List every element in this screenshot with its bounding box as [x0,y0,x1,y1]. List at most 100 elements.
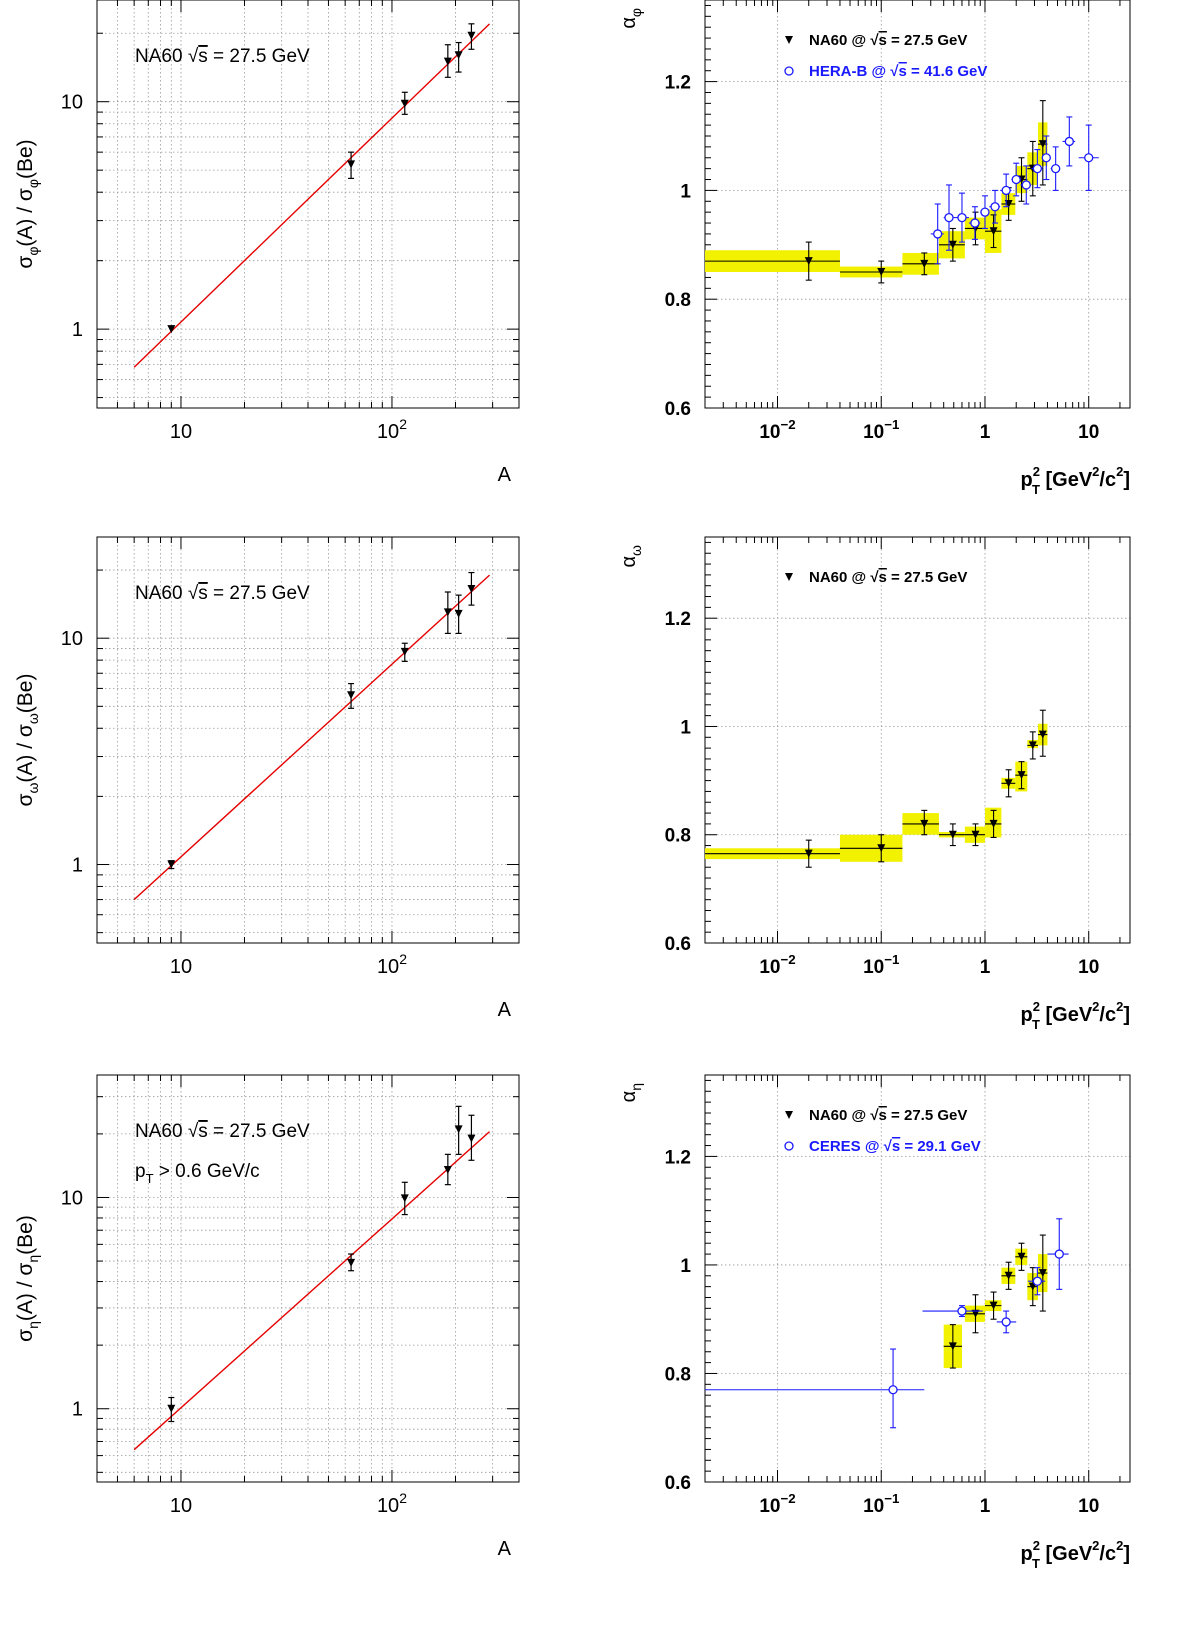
y-tick-label: 1 [72,1399,83,1421]
y-label-sub: φ [628,8,644,17]
data-point-HERA-B [1084,153,1094,163]
data-point-NA60 [989,227,998,236]
x-axis-label: A [498,999,512,1021]
data-point-NA60 [1017,771,1026,780]
x-label-part: [GeV [1040,469,1093,491]
x-tick-label-base: 10 [170,1495,192,1517]
y-tick-label: 1.2 [665,609,691,630]
x-axis-label: A [498,1538,512,1560]
data-point [167,860,176,869]
data-point-NA60 [877,268,886,276]
x-tick-label: 10−2 [759,417,795,443]
y-label-part: σ [14,256,37,269]
data-point-HERA-B [1021,180,1031,190]
legend-marker-circle [784,1141,794,1151]
y-label-part: σ [14,1329,37,1342]
legend-text: NA60 @ [809,569,870,586]
legend-entry: CERES @ √s = 29.1 GeV [809,1138,981,1155]
legend-entry: HERA-B @ √s = 41.6 GeV [809,63,987,80]
annotation-text: NA60 [135,583,188,604]
legend-text: CERES @ [809,1138,884,1155]
annotation-text: = 27.5 GeV [208,583,310,604]
y-label-part: α [618,556,640,568]
x-label-part: p [1021,1543,1033,1565]
data-point-NA60 [1004,1271,1013,1280]
annotation-text: > 0.6 GeV/c [154,1161,260,1182]
sqrt-arg: s [198,583,208,604]
y-label-part: α [618,17,640,29]
x-tick-label: 10 [170,1495,192,1517]
x-label-sup: 2 [1033,999,1040,1014]
data-point-NA60 [989,819,998,828]
x-tick-label-base: 10 [377,1495,399,1517]
y-label-part: σ [14,794,37,807]
y-axis-label: αω [618,545,644,568]
annotation-text: p [135,1161,146,1182]
annotation: NA60 √s = 27.5 GeV [135,1121,310,1142]
x-tick-label: 102 [377,1490,407,1517]
annotation-text: = 27.5 GeV [208,1121,310,1142]
x-label-sup: 2 [1033,464,1040,479]
data-point-HERA-B [1064,136,1074,147]
data-point [400,1194,409,1203]
x-label-sub: T [1032,1017,1040,1032]
data-point-NA60 [971,1309,980,1318]
annotation-text: NA60 [135,46,188,67]
y-label-part: (A) / σ [14,188,37,246]
x-label-sup: 2 [1092,1538,1099,1553]
y-label-sub: ω [628,545,644,556]
x-tick-label-base: 10 [863,957,884,978]
y-label-sub: φ [25,179,41,188]
legend-marker-circle [784,66,794,76]
plot-frame [704,1074,1131,1483]
y-axis-label: αφ [618,8,644,29]
legend-entry: NA60 @ √s = 27.5 GeV [809,32,967,49]
panel-right-phi: 10−2 10−1 1 100.60.811.2p2 T [GeV2/c2]αφNA60… [618,0,1131,497]
x-tick-label-base: 10 [863,422,884,443]
y-tick-label: 0.6 [665,934,691,955]
y-tick-label: 10 [61,92,83,114]
legend-text: = 29.1 GeV [900,1138,980,1155]
data-point-NA60 [1004,779,1013,788]
data-point-NA60 [920,259,929,268]
legend-text: = 27.5 GeV [887,569,967,586]
legend-marker-triangle [785,1111,793,1119]
y-tick-label: 0.6 [665,399,691,420]
y-label-sub: ω [25,783,41,794]
y-label-part: (Be) [14,674,37,714]
panel-right-omega: 10−2 10−1 1 100.60.811.2p2 T [GeV2/c2]αωNA60… [618,536,1131,1032]
data-point [400,647,409,656]
fit-line [133,574,491,901]
data-point [167,1404,176,1413]
data-point-NA60 [989,1301,998,1310]
x-axis-label: p2 T [GeV2/c2] [1021,999,1130,1032]
x-tick-label-exponent: −1 [884,417,900,432]
annotation-sub: T [146,1171,154,1186]
x-tick-label: 1 [980,422,991,443]
y-label-part: (Be) [14,139,37,179]
data-point-NA60 [1038,1269,1047,1278]
data-point [167,325,176,334]
x-label-part: [GeV [1040,1004,1093,1026]
data-point-NA60 [1017,1252,1026,1261]
plot-frame [704,0,1131,409]
data-point-NA60 [1028,741,1037,750]
fit-line [133,1131,490,1451]
x-tick-label-exponent: 2 [399,1490,407,1506]
y-tick-label: 1 [72,855,83,877]
sqrt-arg: s [879,569,887,586]
x-tick-label-base: 1 [980,957,991,978]
data-point [467,1134,476,1143]
data-point-NA60 [1038,730,1047,739]
sqrt-arg: s [879,1107,887,1124]
data-point-CERES [888,1385,898,1395]
sqrt-arg: s [879,32,887,49]
data-point-HERA-B [1032,163,1043,174]
data-point-NA60 [877,844,886,853]
y-tick-label: 1 [72,319,83,341]
data-point-CERES [1054,1249,1064,1259]
legend-entry: NA60 @ √s = 27.5 GeV [809,1107,967,1124]
